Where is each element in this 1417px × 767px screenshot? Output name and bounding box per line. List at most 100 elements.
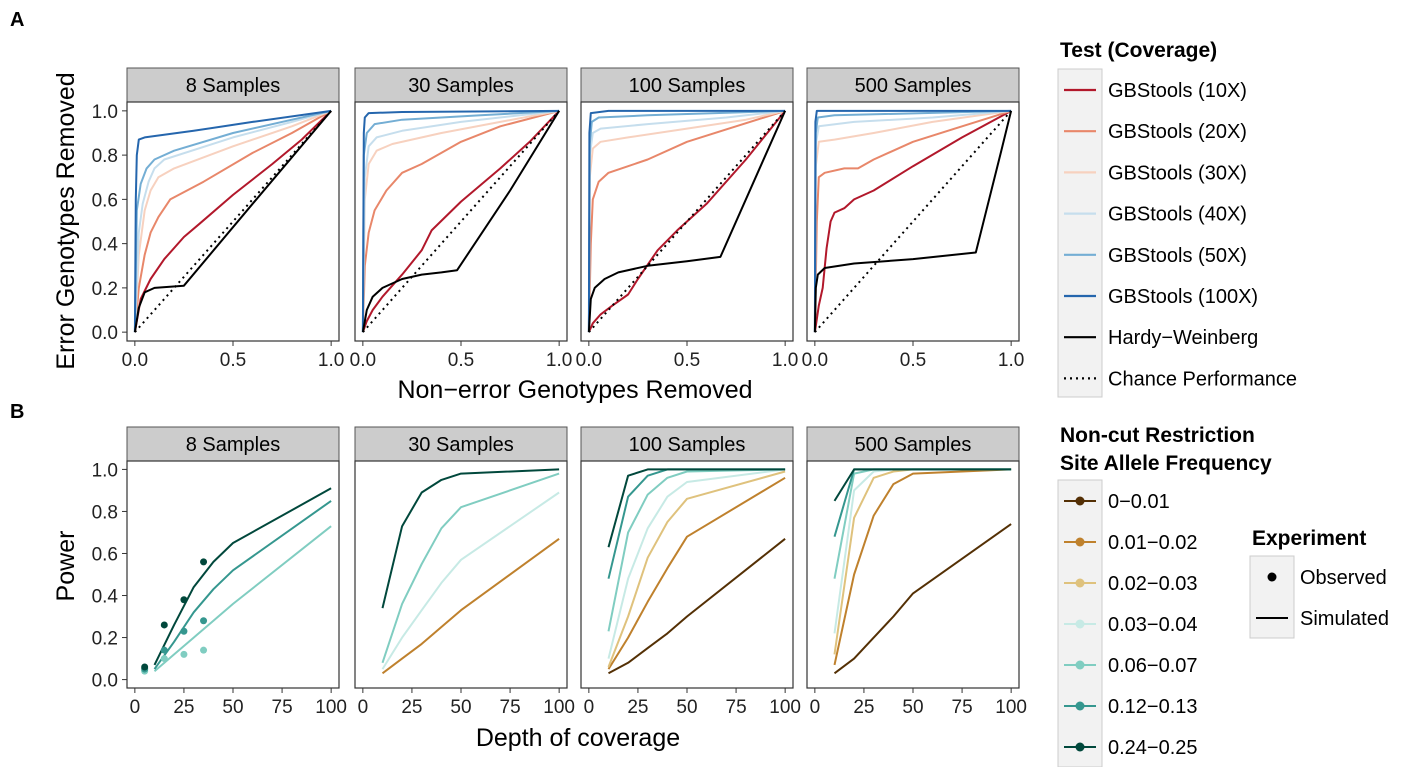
series-line bbox=[133, 109, 332, 333]
y-tick-label: 0.2 bbox=[92, 629, 118, 650]
series-line bbox=[361, 110, 560, 333]
series-line bbox=[813, 110, 1013, 333]
x-tick-label: 0.5 bbox=[900, 350, 926, 371]
facet-strip-label: 100 Samples bbox=[629, 434, 746, 456]
legend-observed-label: Observed bbox=[1300, 567, 1387, 589]
observed-point bbox=[180, 650, 188, 658]
facet-strip-label: 100 Samples bbox=[629, 75, 746, 97]
legend-a-item-label: GBStools (40X) bbox=[1108, 204, 1247, 226]
series-line bbox=[607, 476, 786, 670]
series-line bbox=[813, 109, 1012, 333]
y-tick-label: 0.4 bbox=[92, 587, 119, 608]
x-tick-label: 75 bbox=[500, 697, 521, 718]
legend-simulated-label: Simulated bbox=[1300, 608, 1389, 630]
panel-b-xlabel: Depth of coverage bbox=[476, 724, 680, 752]
y-tick-label: 0.6 bbox=[92, 544, 118, 565]
legend-b-item-label: 0.02−0.03 bbox=[1108, 573, 1198, 595]
series-line bbox=[133, 110, 332, 333]
series-line bbox=[607, 468, 786, 659]
facet-strip-label: 8 Samples bbox=[186, 75, 281, 97]
series-line bbox=[153, 487, 332, 666]
series-line bbox=[381, 537, 560, 675]
series-line bbox=[833, 523, 1012, 675]
facet-a-1: 8 Samples 0.0 0.5 1.0 0.0 0.2 0.4 0.6 0.8 1.0 bbox=[92, 67, 344, 371]
legend-a-item-label: Chance Performance bbox=[1108, 368, 1297, 390]
x-tick-label: 0.5 bbox=[674, 350, 700, 371]
facet-a-4: 500 Samples 0.0 0.5 1.0 bbox=[802, 67, 1024, 371]
facet-strip bbox=[354, 67, 568, 103]
legend-a-title: Test (Coverage) bbox=[1060, 39, 1217, 62]
observed-point bbox=[200, 646, 208, 654]
legend-experiment: Experiment Observed Simulated bbox=[1249, 527, 1389, 639]
y-tick-label: 0.8 bbox=[92, 146, 118, 167]
series-line bbox=[607, 470, 786, 668]
legend-c-title: Experiment bbox=[1252, 527, 1366, 550]
series-line bbox=[587, 109, 786, 333]
facet-strip bbox=[806, 426, 1020, 462]
observed-point bbox=[160, 655, 168, 663]
x-tick-label: 1.0 bbox=[772, 350, 798, 371]
x-tick-label: 50 bbox=[676, 697, 697, 718]
legend-a-item-label: GBStools (10X) bbox=[1108, 80, 1247, 102]
panel-b: 8 Samples 0 25 50 75 100 0.0 0.2 0.4 0.6 0.8 1.0 30 … bbox=[92, 426, 1027, 718]
x-tick-label: 25 bbox=[173, 697, 194, 718]
series-line bbox=[133, 109, 332, 333]
series-line bbox=[814, 110, 1012, 333]
x-tick-label: 25 bbox=[401, 697, 422, 718]
x-tick-label: 0 bbox=[584, 697, 595, 718]
panel-a-ylabel: Error Genotypes Removed bbox=[52, 72, 80, 369]
series-line bbox=[607, 468, 786, 632]
legend-b-key-point bbox=[1075, 537, 1085, 547]
observed-point bbox=[180, 596, 188, 604]
series-line bbox=[587, 109, 786, 333]
x-tick-label: 1.0 bbox=[318, 350, 344, 371]
facet-strip-label: 30 Samples bbox=[408, 75, 514, 97]
legend-b-key-point bbox=[1075, 660, 1085, 670]
legend-b-item-label: 0.24−0.25 bbox=[1108, 737, 1198, 759]
series-line bbox=[381, 491, 560, 670]
facet-strip bbox=[354, 426, 568, 462]
legend-test-coverage: Test (Coverage) GBStools (10X) GBStools (… bbox=[1057, 39, 1297, 398]
legend-a-item-label: Hardy−Weinberg bbox=[1108, 327, 1258, 349]
panel-b-label: B bbox=[10, 401, 24, 423]
x-tick-label: 100 bbox=[315, 697, 347, 718]
y-tick-label: 0.0 bbox=[92, 671, 118, 692]
facet-b-4: 500 Samples 0 25 50 75 100 bbox=[806, 426, 1027, 718]
facet-b-3: 100 Samples 0 25 50 75 100 bbox=[580, 426, 801, 718]
legend-b-item-label: 0.03−0.04 bbox=[1108, 614, 1198, 636]
x-tick-label: 50 bbox=[450, 697, 471, 718]
x-tick-label: 0.5 bbox=[220, 350, 246, 371]
facet-strip-label: 500 Samples bbox=[855, 75, 972, 97]
series-line bbox=[361, 109, 560, 333]
observed-point bbox=[200, 558, 208, 566]
facet-strip bbox=[580, 67, 794, 103]
x-tick-label: 0.5 bbox=[448, 350, 474, 371]
x-tick-label: 100 bbox=[543, 697, 575, 718]
y-tick-label: 1.0 bbox=[92, 102, 118, 123]
x-tick-label: 1.0 bbox=[998, 350, 1024, 371]
facet-a-3: 100 Samples 0.0 0.5 1.0 bbox=[576, 67, 798, 371]
legend-observed-point bbox=[1267, 572, 1277, 582]
legend-a-item-label: GBStools (100X) bbox=[1108, 286, 1258, 308]
y-tick-label: 0.4 bbox=[92, 235, 119, 256]
legend-allele-frequency: Non-cut Restriction Site Allele Frequenc… bbox=[1057, 424, 1272, 767]
facet-strip-label: 500 Samples bbox=[855, 434, 972, 456]
facet-strip bbox=[126, 67, 340, 103]
legend-b-key-point bbox=[1075, 496, 1085, 506]
facet-strip-label: 30 Samples bbox=[408, 434, 514, 456]
series-line bbox=[587, 110, 787, 333]
legend-b-key-point bbox=[1075, 578, 1085, 588]
facet-strip bbox=[580, 426, 794, 462]
x-tick-label: 50 bbox=[902, 697, 923, 718]
panel-a-label: A bbox=[10, 9, 24, 31]
observed-point bbox=[160, 621, 168, 629]
x-tick-label: 0 bbox=[358, 697, 369, 718]
x-tick-label: 0.0 bbox=[802, 350, 828, 371]
x-tick-label: 0.0 bbox=[122, 350, 148, 371]
legend-a-item-label: GBStools (20X) bbox=[1108, 121, 1247, 143]
facet-b-1: 8 Samples 0 25 50 75 100 0.0 0.2 0.4 0.6 0.8 1.0 bbox=[92, 426, 347, 718]
legend-b-item-label: 0−0.01 bbox=[1108, 491, 1170, 513]
series-line bbox=[361, 109, 560, 333]
